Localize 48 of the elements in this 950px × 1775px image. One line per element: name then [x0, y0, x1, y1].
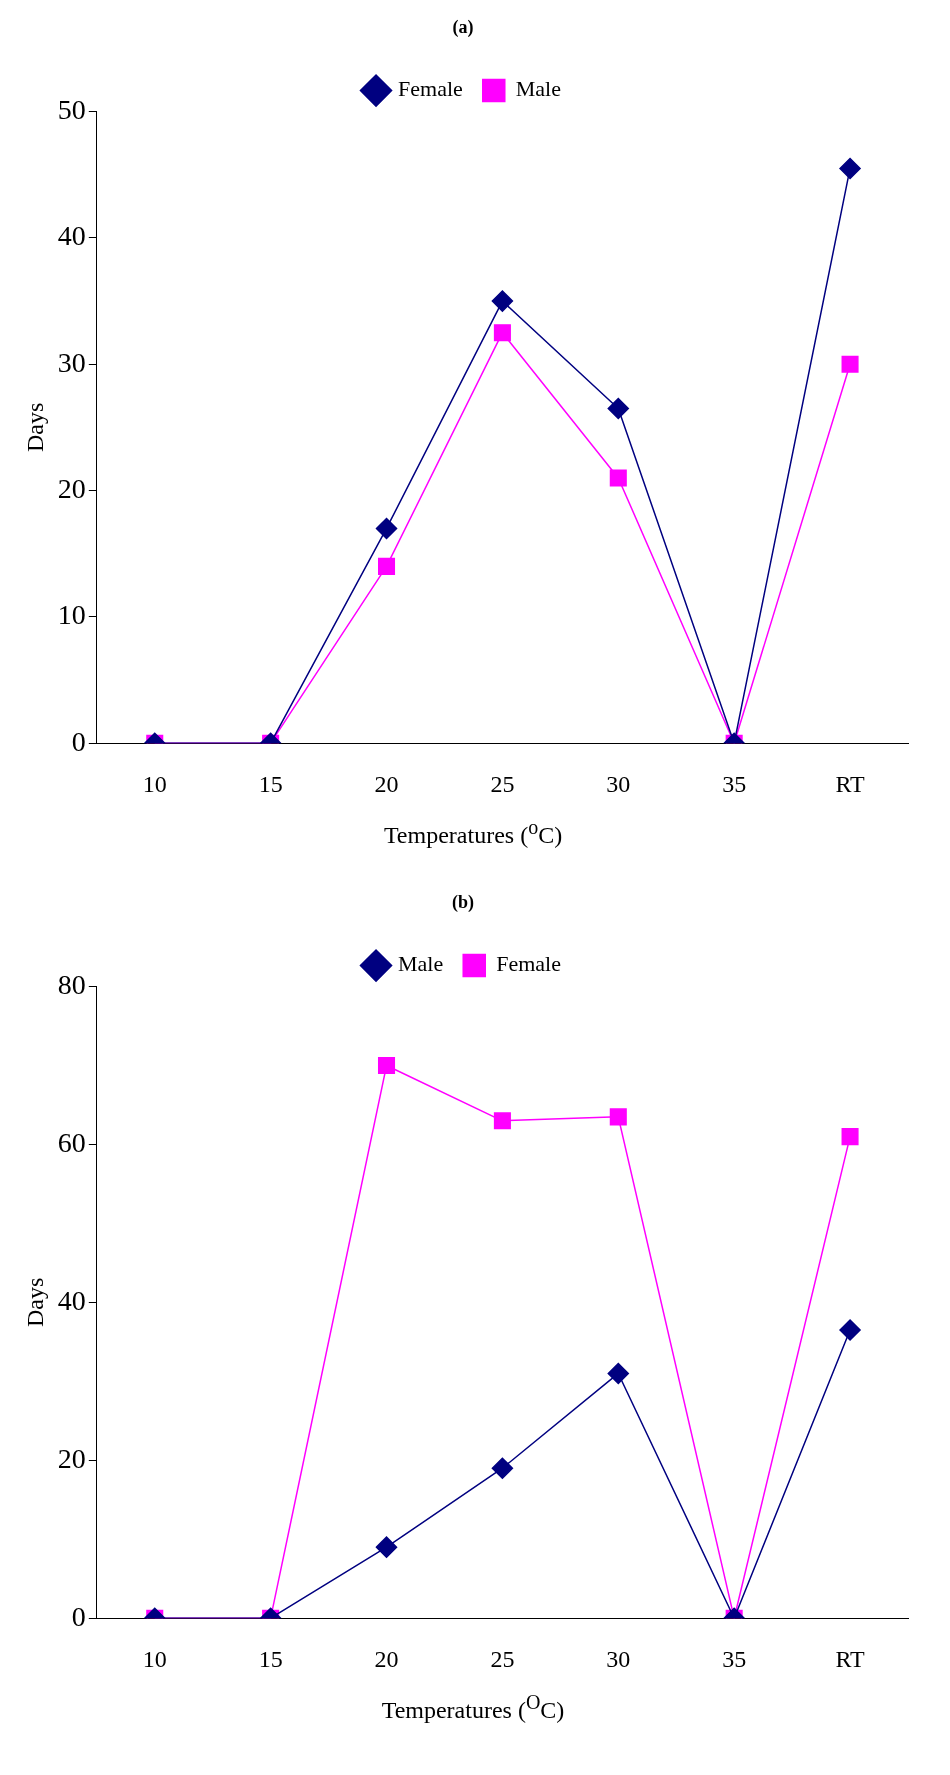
y-tick-label: 0 — [71, 725, 86, 757]
y-tick-label: 20 — [57, 1442, 86, 1474]
point — [375, 517, 398, 540]
x-tick-label: 25 — [490, 1645, 515, 1672]
x-tick-label: 15 — [258, 770, 283, 797]
y-tick-label: 80 — [57, 968, 86, 1000]
x-tick-label: RT — [835, 770, 866, 797]
y-tick-label: 50 — [57, 93, 86, 125]
x-tick-label: 30 — [606, 770, 631, 797]
x-tick-label: 15 — [258, 1645, 283, 1672]
y-tick-label: 20 — [57, 472, 86, 504]
y-axis-title: Days — [21, 402, 48, 453]
x-tick-label: 35 — [722, 770, 747, 797]
point — [841, 1128, 859, 1146]
x-tick-label: 20 — [374, 770, 399, 797]
point — [839, 157, 861, 180]
point — [609, 469, 627, 487]
y-axis-title: Days — [21, 1277, 48, 1328]
legend-label: Male — [515, 76, 561, 102]
point — [377, 1057, 396, 1075]
y-tick-label: 0 — [71, 1600, 86, 1632]
y-tick-label: 40 — [57, 220, 86, 252]
chart-title: (b) — [452, 892, 474, 914]
x-tick-label: 35 — [722, 1645, 747, 1672]
point — [493, 324, 511, 342]
x-tick-label: RT — [835, 1645, 866, 1672]
y-tick-label: 40 — [57, 1284, 86, 1316]
point — [493, 1112, 511, 1130]
x-tick-label: 10 — [142, 1645, 167, 1672]
x-axis-title: Temperatures ($^{O}$C) — [380, 1691, 566, 1724]
x-tick-label: 30 — [606, 1645, 631, 1672]
x-axis-title: Temperatures ($^{o}$C) — [382, 816, 564, 849]
legend-label: Female — [398, 76, 463, 102]
legend-label: Male — [398, 951, 444, 977]
legend-label: Female — [496, 951, 561, 977]
x-tick-label: 25 — [490, 770, 515, 797]
y-tick-label: 10 — [57, 599, 86, 631]
point — [609, 1108, 627, 1126]
chart-title: (a) — [452, 17, 474, 39]
point — [841, 355, 859, 373]
point — [377, 557, 396, 575]
x-tick-label: 20 — [374, 1645, 399, 1672]
x-tick-label: 10 — [142, 770, 167, 797]
point — [491, 290, 514, 312]
y-tick-label: 60 — [57, 1126, 86, 1158]
point — [839, 1319, 861, 1341]
point — [607, 397, 630, 420]
y-tick-label: 30 — [57, 346, 86, 378]
